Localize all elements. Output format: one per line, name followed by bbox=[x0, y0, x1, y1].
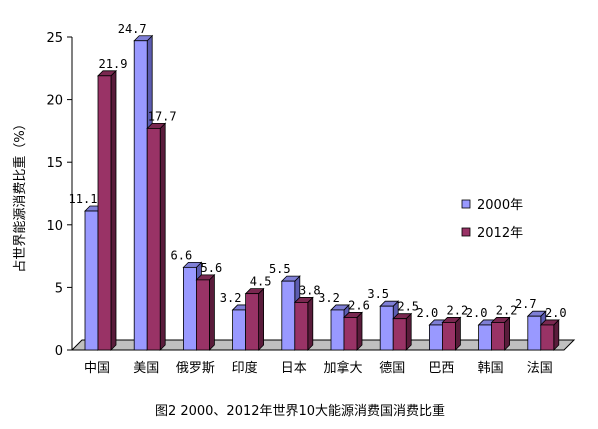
category-label: 法国 bbox=[527, 361, 553, 376]
data-label-2012: 2.2 bbox=[496, 303, 518, 317]
legend-swatch bbox=[461, 199, 471, 209]
y-tick-label: 0 bbox=[55, 344, 63, 359]
chart-legend: 2000年 2012年 bbox=[461, 198, 523, 241]
y-tick-label: 25 bbox=[46, 31, 63, 46]
y-tick-label: 15 bbox=[46, 156, 63, 171]
y-axis-label: 占世界能源消费比重（%） bbox=[12, 117, 28, 272]
data-label-2000: 2.0 bbox=[417, 306, 439, 320]
bar-2012 bbox=[343, 311, 363, 351]
data-label-2012: 4.5 bbox=[250, 275, 272, 289]
bar-2012 bbox=[392, 312, 413, 351]
bar-2012 bbox=[244, 287, 265, 351]
chart-data-labels: 11.121.924.717.76.65.63.24.55.53.83.22.6… bbox=[69, 22, 567, 320]
category-label: 日本 bbox=[281, 361, 307, 376]
bar-2012 bbox=[441, 316, 462, 351]
data-label-2012: 2.6 bbox=[348, 298, 370, 312]
category-label: 中国 bbox=[84, 361, 110, 376]
category-label: 巴西 bbox=[428, 361, 454, 376]
data-label-2012: 2.5 bbox=[397, 300, 419, 314]
category-label: 德国 bbox=[379, 361, 405, 376]
data-label-2000: 6.6 bbox=[171, 248, 193, 262]
data-label-2000: 2.7 bbox=[515, 297, 537, 311]
category-label: 美国 bbox=[133, 361, 159, 376]
y-tick-label: 10 bbox=[46, 219, 63, 234]
legend-swatch bbox=[461, 227, 471, 237]
chart-bars bbox=[84, 34, 560, 351]
data-label-2000: 3.2 bbox=[318, 291, 340, 305]
y-tick-label: 20 bbox=[46, 94, 63, 109]
figure-caption: 图2 2000、2012年世界10大能源消费国消费比重 bbox=[155, 403, 445, 419]
data-label-2012: 2.2 bbox=[447, 303, 469, 317]
legend-label: 2000年 bbox=[477, 198, 523, 213]
category-label: 俄罗斯 bbox=[176, 361, 215, 376]
category-label: 加拿大 bbox=[323, 360, 362, 376]
data-label-2000: 3.5 bbox=[367, 287, 389, 301]
data-label-2012: 5.6 bbox=[201, 261, 223, 275]
data-label-2012: 17.7 bbox=[148, 109, 177, 123]
data-label-2000: 3.2 bbox=[220, 291, 242, 305]
y-tick-label: 5 bbox=[55, 281, 63, 296]
data-label-2000: 2.0 bbox=[466, 306, 488, 320]
bar-2012 bbox=[195, 273, 216, 351]
data-label-2012: 21.9 bbox=[99, 57, 128, 71]
bar-2012 bbox=[539, 318, 560, 351]
data-label-2012: 3.8 bbox=[299, 283, 321, 297]
category-label: 韩国 bbox=[478, 361, 504, 376]
bar-2012 bbox=[97, 69, 117, 351]
bar-2012 bbox=[293, 296, 314, 351]
data-label-2012: 2.0 bbox=[545, 306, 567, 320]
bar-2012 bbox=[146, 122, 167, 351]
data-label-2000: 11.1 bbox=[69, 192, 98, 206]
data-label-2000: 24.7 bbox=[118, 22, 147, 36]
legend-label: 2012年 bbox=[477, 226, 523, 241]
bar-2012 bbox=[490, 316, 511, 351]
category-label: 印度 bbox=[232, 360, 258, 376]
data-label-2000: 5.5 bbox=[269, 262, 291, 276]
